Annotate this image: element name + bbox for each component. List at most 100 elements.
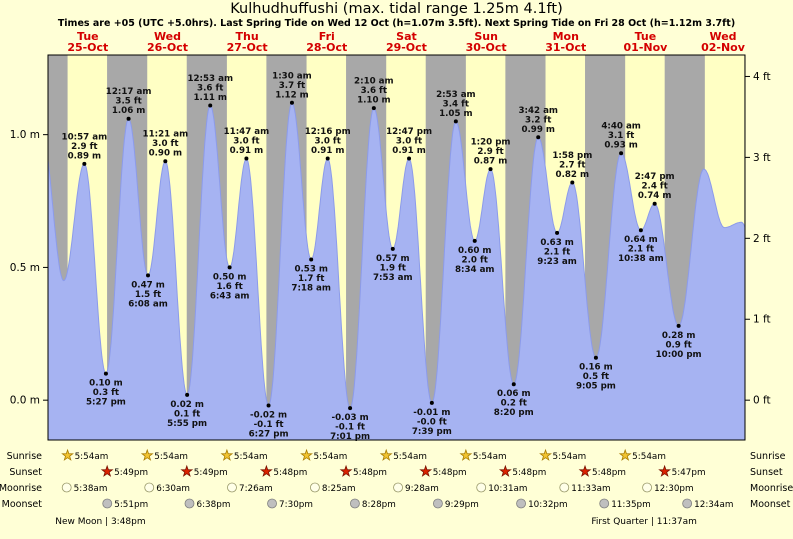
tide-high-annotation: 12:16 pm — [305, 127, 351, 137]
moonrise-icon — [61, 482, 72, 493]
tide-high-annotation: 3.6 ft — [197, 83, 223, 93]
tide-low-annotation: -0.01 m — [413, 408, 450, 418]
day-name: Thu — [236, 30, 259, 43]
tide-extreme-dot — [146, 273, 151, 278]
tide-low-annotation: 1.9 ft — [380, 263, 406, 273]
sunset-time: 5:48pm — [512, 468, 546, 478]
moonrise-icon — [476, 482, 487, 493]
tide-low-annotation: 9:05 pm — [576, 382, 616, 392]
tide-extreme-dot — [676, 323, 681, 328]
tide-low-annotation: 0.60 m — [458, 246, 492, 256]
day-date: 02-Nov — [701, 41, 746, 54]
tide-extreme-dot — [309, 257, 314, 262]
day-date: 28-Oct — [306, 41, 347, 54]
day-name: Wed — [154, 30, 181, 43]
right-axis-label: 4 ft — [753, 71, 771, 83]
tide-low-annotation: 0.02 m — [170, 400, 204, 410]
tide-extreme-dot — [638, 228, 643, 233]
moonrise-icon — [393, 482, 403, 493]
tide-high-annotation: 1.12 m — [275, 90, 309, 100]
tide-low-annotation: 5:27 pm — [86, 398, 126, 408]
tide-high-annotation: 3.2 ft — [525, 115, 551, 125]
sunset-icon — [578, 464, 592, 477]
tide-extreme-dot — [593, 355, 598, 360]
tide-extreme-dot — [103, 371, 108, 376]
day-date: 27-Oct — [227, 41, 268, 54]
sunset-time: 5:48pm — [592, 468, 626, 478]
tide-high-annotation: 0.91 m — [311, 146, 345, 156]
tide-extreme-dot — [82, 161, 87, 166]
tide-low-annotation: 10:38 am — [618, 254, 664, 264]
moonset-icon — [102, 498, 113, 509]
sunset-time: 5:48pm — [433, 468, 467, 478]
day-name: Tue — [77, 30, 99, 43]
moonrise-time: 5:38am — [74, 484, 108, 494]
tide-high-annotation: 3.0 ft — [233, 137, 259, 147]
tide-extreme-dot — [126, 116, 131, 121]
moonrise-icon — [227, 482, 237, 493]
tide-high-annotation: 0.90 m — [149, 149, 183, 159]
tide-low-annotation: 1.6 ft — [216, 282, 242, 292]
tide-low-annotation: 0.16 m — [579, 363, 613, 373]
left-axis-label: 0.0 m — [10, 395, 40, 407]
row-label-sunset-left: Sunset — [9, 467, 42, 478]
tide-high-annotation: 3.0 ft — [396, 137, 422, 147]
tide-low-annotation: 0.5 ft — [583, 372, 609, 382]
sunrise-time: 5:54am — [632, 452, 666, 462]
tide-high-annotation: 12:53 am — [187, 74, 233, 84]
sunset-icon — [100, 464, 114, 477]
tide-low-annotation: 0.10 m — [89, 379, 123, 389]
sunrise-time: 5:54am — [393, 452, 427, 462]
tide-low-annotation: 0.28 m — [662, 331, 696, 341]
tide-high-annotation: 12:47 pm — [386, 127, 432, 137]
tide-low-annotation: 0.50 m — [213, 272, 247, 282]
tide-high-annotation: 11:47 am — [224, 127, 270, 137]
moonset-time: 7:30pm — [279, 500, 313, 510]
tide-low-annotation: 6:27 pm — [249, 429, 289, 439]
tide-area — [48, 102, 745, 441]
moonrise-time: 6:30am — [156, 484, 190, 494]
tide-low-annotation: -0.1 ft — [335, 423, 365, 433]
sunrise-time: 5:54am — [154, 452, 188, 462]
tide-high-annotation: 1.10 m — [357, 96, 391, 106]
sunrise-time: 5:54am — [314, 452, 348, 462]
tide-extreme-dot — [619, 151, 624, 156]
moonrise-time: 9:28am — [405, 484, 439, 494]
tide-low-annotation: 8:20 pm — [494, 408, 534, 418]
tide-low-annotation: 7:39 pm — [412, 427, 452, 437]
moonset-time: 6:38pm — [196, 500, 230, 510]
tide-low-annotation: 6:08 am — [128, 299, 168, 309]
tide-high-annotation: 3.1 ft — [608, 131, 634, 141]
day-date: 30-Oct — [466, 41, 507, 54]
moonrise-time: 12:30pm — [654, 484, 694, 494]
tide-extreme-dot — [472, 238, 477, 243]
tide-high-annotation: 1.06 m — [112, 106, 146, 116]
tide-extreme-dot — [536, 135, 541, 140]
tide-high-annotation: 4:40 am — [601, 122, 641, 132]
sunset-time: 5:48pm — [353, 468, 387, 478]
sunrise-icon — [379, 448, 393, 461]
sunrise-icon — [618, 448, 632, 461]
day-date: 01-Nov — [624, 41, 669, 54]
sunset-icon — [180, 464, 194, 477]
tide-high-annotation: 3.4 ft — [443, 99, 469, 109]
tide-extreme-dot — [185, 392, 190, 397]
tide-extreme-dot — [429, 400, 434, 405]
tide-high-annotation: 10:57 am — [62, 132, 108, 142]
tide-low-annotation: 5:55 pm — [167, 419, 207, 429]
tide-low-annotation: 0.64 m — [624, 235, 658, 245]
tide-extreme-dot — [390, 246, 395, 251]
tide-low-annotation: -0.0 ft — [417, 417, 447, 427]
moonset-time: 8:28pm — [362, 500, 396, 510]
moonset-time: 12:34am — [694, 500, 733, 510]
moonset-time: 11:35pm — [611, 500, 651, 510]
tide-low-annotation: 0.9 ft — [665, 340, 691, 350]
tide-high-annotation: 0.91 m — [392, 146, 426, 156]
tide-extreme-dot — [488, 167, 493, 172]
left-axis-label: 0.5 m — [10, 262, 40, 274]
left-axis-label: 1.0 m — [10, 129, 40, 141]
tide-extreme-dot — [407, 156, 412, 161]
tide-extreme-dot — [208, 103, 213, 108]
sunrise-time: 5:54am — [473, 452, 507, 462]
tide-low-annotation: 2.0 ft — [462, 255, 488, 265]
